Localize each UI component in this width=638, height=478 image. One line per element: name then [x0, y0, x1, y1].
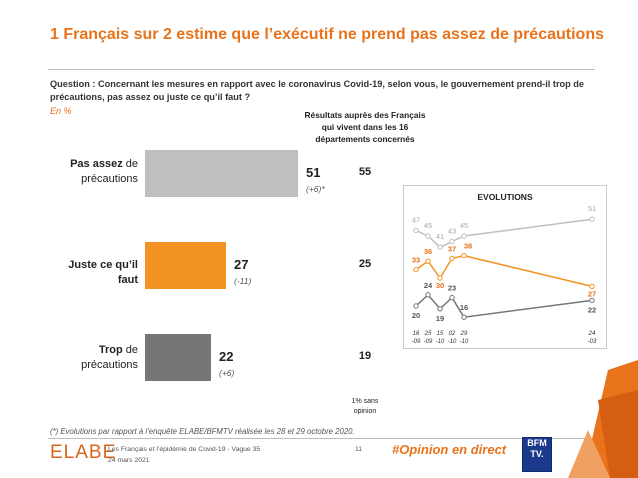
study-date: 24 mars 2021 [108, 457, 150, 464]
data-point [425, 233, 431, 239]
data-label: 37 [448, 244, 456, 253]
category-label-juste: Juste ce qu’il faut [68, 259, 138, 286]
x-tick-label: -09 [412, 339, 421, 345]
data-label: 20 [412, 311, 420, 320]
x-tick-label: 29 [460, 331, 468, 337]
data-point [449, 238, 455, 245]
data-label: 24 [424, 281, 433, 290]
data-point [461, 314, 467, 320]
evolutions-title: EVOLUTIONS [477, 192, 533, 202]
page-number: 11 [355, 446, 363, 453]
x-tick-label: 24 [588, 331, 596, 337]
data-label: 22 [588, 305, 596, 314]
x-tick-label: 02 [449, 331, 456, 337]
data-label: 45 [424, 221, 432, 230]
data-point [589, 283, 595, 290]
x-tick-label: -09 [424, 339, 433, 345]
data-label: 38 [464, 242, 472, 251]
x-tick-label: -10 [460, 339, 469, 345]
unit-label: En % [50, 106, 72, 116]
x-tick-label: 15 [437, 331, 444, 337]
data-label: 41 [436, 232, 444, 241]
hashtag: #Opinion en direct [392, 442, 507, 457]
divider [48, 438, 595, 439]
x-tick-label: -10 [448, 339, 457, 345]
series-line-2 [415, 293, 593, 319]
data-point [413, 303, 419, 309]
bar-juste [145, 242, 226, 289]
evolutions-panel: EVOLUTIONS 47 45 41 43 45 51 33 36 30 37 38 27 20 24 1… [403, 185, 607, 349]
no-opinion-note: 1% sans opinion [351, 398, 379, 415]
data-label: 27 [588, 289, 596, 298]
data-point [437, 275, 443, 281]
x-tick-label: 25 [424, 331, 432, 337]
data-label: 23 [448, 284, 456, 293]
data-point [461, 233, 467, 239]
data-label: 19 [436, 314, 444, 323]
subgroup-value-juste: 25 [358, 258, 372, 270]
data-point [589, 297, 595, 304]
data-point [413, 227, 419, 234]
data-point [449, 255, 455, 262]
data-point [437, 244, 443, 250]
bar-value-juste: 27 [234, 257, 249, 272]
question-text: Question : Concernant les mesures en rap… [50, 79, 585, 102]
evolutions-chart: EVOLUTIONS 47 45 41 43 45 51 33 36 30 37 38 27 20 24 1… [412, 192, 597, 345]
x-tick-label: -03 [588, 339, 597, 345]
tv-logo-text: TV. [530, 449, 544, 459]
data-point [449, 294, 455, 301]
subgroup-value-trop: 19 [358, 350, 372, 362]
x-tick-label: -10 [436, 339, 445, 345]
data-label: 43 [448, 227, 456, 236]
data-label: 36 [424, 247, 432, 256]
footnote: (*) Evolutions par rapport à l’enquête E… [50, 427, 355, 436]
page-title: 1 Français sur 2 estime que l’exécutif n… [50, 26, 604, 43]
change-juste: (-11) [234, 276, 252, 286]
bar-trop [145, 334, 211, 381]
data-label: 51 [588, 204, 596, 213]
data-label: 45 [460, 221, 468, 230]
category-label-trop: Trop de précautions [81, 344, 138, 371]
data-point [425, 292, 431, 298]
bar-value-trop: 22 [219, 349, 234, 364]
decorative-a-shape [568, 360, 638, 478]
bfmtv-logo: BFM TV. [522, 437, 552, 472]
data-point [425, 258, 431, 264]
category-label-pas-assez: Pas assez de précautions [70, 158, 138, 185]
subgroup-header: Résultats auprès des Français qui vivent… [304, 110, 426, 144]
data-label: 16 [460, 303, 468, 312]
study-name: Les Français et l’épidémie de Covid-19 -… [108, 446, 261, 453]
data-label: 30 [436, 281, 444, 290]
change-pas-assez: (+6)* [306, 184, 325, 194]
data-point [413, 266, 419, 273]
data-point [461, 252, 467, 259]
bfm-logo-text: BFM [527, 438, 547, 448]
bar-pas-assez [145, 150, 298, 197]
x-tick-label: 16 [413, 331, 420, 337]
data-label: 33 [412, 256, 420, 265]
data-label: 47 [412, 215, 420, 224]
change-trop: (+6) [219, 368, 235, 378]
subgroup-value-pas-assez: 55 [358, 166, 372, 178]
elabe-logo: ELABE [50, 442, 117, 463]
data-point [437, 306, 443, 312]
data-point [589, 216, 595, 222]
bar-value-pas-assez: 51 [306, 165, 321, 180]
divider [48, 69, 595, 70]
